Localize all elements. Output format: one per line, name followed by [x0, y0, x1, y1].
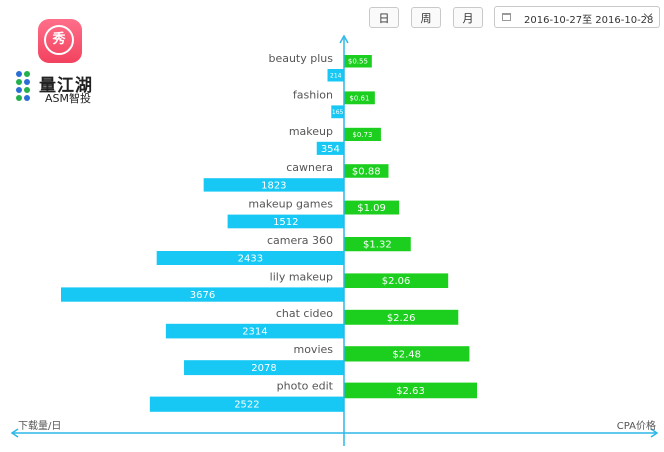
category-label: lily makeup — [270, 270, 333, 283]
downloads-value-label: 1823 — [261, 180, 286, 191]
axis-arrow-right-icon — [650, 428, 659, 438]
downloads-bar — [156, 251, 344, 265]
week-button[interactable]: 周 — [411, 7, 441, 28]
day-button[interactable]: 日 — [369, 7, 399, 28]
downloads-bar — [184, 360, 344, 376]
downloads-value-label: 1512 — [273, 217, 298, 228]
brand-logo: 量江湖 ASM智投 — [15, 70, 115, 106]
date-range-text: 2016-10-27至 2016-10-28 — [524, 15, 654, 26]
downloads-bar — [165, 323, 344, 339]
cpa-bar — [344, 346, 470, 362]
downloads-value-label: 2522 — [234, 400, 259, 411]
downloads-value-label: 214 — [330, 72, 342, 79]
cpa-bar — [344, 200, 400, 215]
downloads-value-label: 3676 — [190, 290, 215, 301]
cpa-value-label: $0.73 — [352, 131, 372, 139]
downloads-value-label: 2078 — [251, 363, 276, 374]
month-button[interactable]: 月 — [453, 7, 483, 28]
downloads-value-label: 165 — [332, 109, 344, 116]
cpa-bar — [344, 164, 389, 178]
downloads-bar — [331, 105, 344, 119]
category-label: cawnera — [286, 161, 333, 174]
date-range-picker[interactable]: 2016-10-27至 2016-10-28 — [494, 6, 660, 28]
logo-text-en: ASM智投 — [45, 92, 91, 105]
downloads-bar — [227, 214, 344, 229]
category-label: fashion — [293, 88, 333, 101]
category-label: camera 360 — [267, 234, 333, 247]
cpa-value-label: $1.09 — [357, 203, 386, 214]
category-label: chat cideo — [276, 307, 333, 320]
cpa-value-label: $2.26 — [387, 313, 416, 324]
app-icon-glyph: 秀 — [44, 25, 74, 55]
cpa-value-label: $1.32 — [363, 240, 392, 251]
cpa-value-label: $2.06 — [382, 276, 411, 287]
downloads-value-label: 2314 — [242, 327, 267, 338]
cpa-value-label: $0.55 — [348, 58, 368, 66]
downloads-value-label: 2433 — [238, 254, 263, 265]
downloads-bar — [149, 396, 344, 412]
cpa-bar — [344, 91, 375, 105]
cpa-bar — [344, 273, 449, 288]
category-label: makeup games — [248, 198, 333, 211]
axis-arrow-up-icon — [339, 34, 349, 44]
cpa-bar — [344, 237, 411, 252]
category-label: photo edit — [277, 380, 334, 393]
cpa-value-label: $2.63 — [396, 386, 425, 397]
cpa-bar — [344, 55, 372, 68]
downloads-bar — [327, 69, 344, 82]
x-axis-label-left: 下载量/日 — [18, 420, 61, 432]
cpa-bar — [344, 382, 477, 399]
downloads-bar — [61, 287, 344, 302]
axis-arrow-left-icon — [10, 428, 19, 438]
cpa-bar — [344, 309, 459, 325]
x-axis-label-right: CPA价格 — [617, 419, 656, 432]
calendar-icon — [502, 13, 511, 21]
downloads-value-label: 354 — [321, 144, 340, 155]
category-label: makeup — [289, 125, 333, 138]
app-icon: 秀 — [38, 19, 82, 63]
cpa-bar — [344, 127, 381, 141]
category-label: beauty plus — [268, 52, 333, 65]
cpa-value-label: $0.61 — [349, 94, 369, 102]
downloads-bar — [203, 178, 344, 192]
cpa-value-label: $2.48 — [392, 349, 421, 360]
downloads-bar — [316, 141, 344, 155]
cpa-value-label: $0.88 — [352, 166, 381, 177]
category-label: movies — [293, 343, 333, 356]
logo-text-cn: 量江湖 — [39, 76, 93, 96]
logo-mark-icon — [16, 71, 30, 101]
